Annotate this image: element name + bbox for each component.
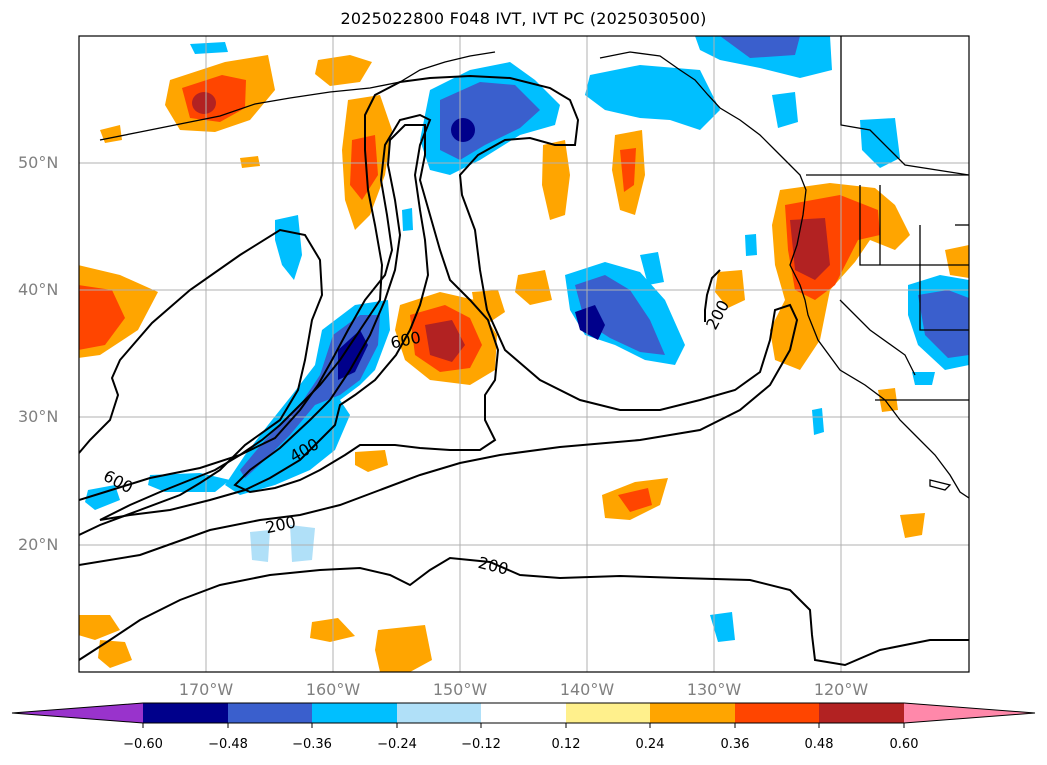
anomaly-blob [338,330,368,380]
colorbar-cell [650,703,735,723]
map-title: 2025022800 F048 IVT, IVT PC (2025030500) [340,9,707,28]
anomaly-blob [472,290,505,322]
gridlines [79,36,969,672]
anomaly-blob [918,290,969,358]
anomaly-blob [585,65,720,130]
colorbar-cell [904,703,1035,723]
anomaly-blob [85,485,120,510]
coastlines [99,36,969,499]
contour-600 [79,113,432,521]
colorbar-tick-label: −0.60 [123,737,163,752]
map-frame [78,35,970,673]
anomaly-blob [790,218,830,280]
colorbar-tick-label: 0.60 [889,737,919,752]
lon-label: 150°W [432,680,488,699]
positive-anomaly-fields [79,55,969,672]
anomaly-blob [812,408,824,435]
lon-label: 160°W [305,680,361,699]
lat-label: 20°N [18,535,59,554]
anomaly-blob [900,513,925,538]
lon-label: 140°W [559,680,615,699]
lat-label: 30°N [18,407,59,426]
anomaly-blob [451,118,475,142]
anomaly-blob [250,530,270,562]
anomaly-blob [315,55,372,86]
anomaly-blob [190,42,228,54]
anomaly-blob [575,305,605,340]
lat-label: 50°N [18,153,59,172]
colorbar [11,702,1036,728]
anomaly-blob [240,156,260,168]
map-area: 600 200 600 400 200 200 [79,36,969,672]
anomaly-blob [350,135,378,200]
colorbar-tick-label: 0.36 [720,737,750,752]
anomaly-blob [425,320,465,362]
anomaly-blob [375,625,432,672]
colorbar-tick-label: 0.24 [635,737,665,752]
anomaly-blob [192,92,216,114]
lon-label: 120°W [813,680,869,699]
lon-label: 170°W [178,680,234,699]
colorbar-cell [312,703,397,723]
colorbar-tick-label: −0.12 [461,737,501,752]
anomaly-blob [620,148,636,192]
anomaly-blob [710,612,735,642]
anomaly-blob [98,640,132,668]
anomaly-blob [355,450,388,472]
colorbar-cell [481,703,566,723]
anomaly-blob [290,525,315,562]
lat-label: 40°N [18,280,59,299]
anomaly-blob [945,245,969,278]
lon-label: 130°W [686,680,742,699]
anomaly-blob [720,36,800,58]
colorbar-cell [566,703,650,723]
anomaly-blob [715,270,745,308]
colorbar-cell [735,703,819,723]
colorbar-tick-label: 0.12 [551,737,581,752]
colorbar-cell [819,703,904,723]
anomaly-blob [912,372,935,385]
colorbar-cell [12,703,143,723]
anomaly-blob [402,208,413,231]
contour-130w-200 [704,269,721,322]
contour-200-south [79,556,969,667]
ivt-contours [79,74,969,667]
anomaly-blob [745,234,757,256]
contour-200-outer [79,228,324,536]
colorbar-cell [143,703,228,723]
colorbar-tick-label: −0.36 [292,737,332,752]
anomaly-blob [79,285,125,350]
colorbar-tick-label: −0.48 [208,737,248,752]
anomaly-blob [79,615,120,640]
colorbar-tick-label: 0.48 [804,737,834,752]
anomaly-blob [618,488,652,512]
colorbar-cell [228,703,312,723]
anomaly-blob [575,275,665,355]
anomaly-blob [640,252,664,285]
contour-400-inner [233,124,500,494]
contour-200-main [79,74,799,566]
colorbar-cell [397,703,481,723]
anomaly-blob [515,270,552,305]
colorbar-tick-label: −0.24 [377,737,417,752]
anomaly-blob [772,92,798,128]
anomaly-blob [542,140,570,220]
